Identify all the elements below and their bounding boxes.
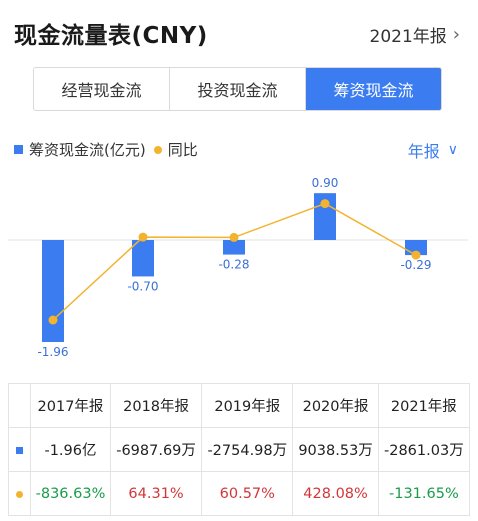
- table-header-cell: 2021年报: [377, 383, 471, 428]
- line-legend-marker: [153, 145, 162, 154]
- chart-svg: -1.96 -0.70 -0.28 0.90 -0.29: [8, 176, 468, 359]
- bar-data-label: 0.90: [312, 176, 339, 190]
- tab-financing-cashflow[interactable]: 筹资现金流: [306, 68, 441, 110]
- yoy-point: [320, 199, 330, 209]
- table-header-row: 2017年报 2018年报 2019年报 2020年报 2021年报: [8, 383, 471, 428]
- table-cell: 60.57%: [201, 471, 294, 516]
- bar-data-label: -0.28: [218, 258, 249, 272]
- table-cell: 428.08%: [292, 471, 379, 516]
- report-type-select[interactable]: 年报 ∨: [408, 138, 458, 162]
- period-label: 2021年报: [369, 27, 447, 47]
- tab-investing-cashflow[interactable]: 投资现金流: [170, 68, 306, 110]
- table-cell: 9038.53万: [292, 427, 379, 472]
- table-cell: -6987.69万: [109, 427, 203, 472]
- yoy-point: [48, 315, 58, 325]
- table-header-cell: 2020年报: [292, 383, 379, 428]
- bar-marker-icon: [16, 446, 23, 454]
- page-title: 现金流量表(CNY): [14, 23, 208, 49]
- line-legend-label: 同比: [167, 141, 198, 159]
- cashflow-tabs: 经营现金流 投资现金流 筹资现金流: [33, 67, 442, 111]
- line-marker-icon: [16, 490, 23, 498]
- table-header-cell: 2019年报: [201, 383, 294, 428]
- period-selector[interactable]: 2021年报 ›: [370, 22, 460, 47]
- chart-legend: 筹资现金流(亿元) 同比: [14, 139, 198, 160]
- bar-data-label: -1.96: [37, 345, 68, 359]
- cashflow-table: 2017年报 2018年报 2019年报 2020年报 2021年报 -1.96…: [8, 383, 471, 516]
- table-cell: -836.63%: [30, 471, 111, 516]
- table-row: -1.96亿 -6987.69万 -2754.98万 9038.53万 -286…: [8, 427, 471, 472]
- table-header-cell: 2018年报: [109, 383, 203, 428]
- yoy-point: [229, 232, 239, 242]
- header: 现金流量表(CNY) 2021年报 ›: [14, 14, 464, 50]
- bar-legend-marker: [14, 145, 23, 154]
- yoy-point: [138, 232, 148, 242]
- table-row: -836.63% 64.31% 60.57% 428.08% -131.65%: [8, 471, 471, 516]
- tab-operating-cashflow[interactable]: 经营现金流: [34, 68, 170, 110]
- bar-data-label: -0.70: [127, 279, 158, 293]
- bar-data-label: -0.29: [400, 258, 431, 272]
- table-cell: -131.65%: [377, 471, 471, 516]
- table-cell: -2754.98万: [201, 427, 294, 472]
- bar-legend-label: 筹资现金流(亿元): [29, 141, 146, 159]
- line-row-marker: [8, 471, 31, 516]
- chart-bar: [223, 240, 245, 255]
- chart-bar: [42, 240, 64, 342]
- financing-cashflow-chart: -1.96 -0.70 -0.28 0.90 -0.29: [0, 165, 478, 370]
- bar-row-marker: [8, 427, 31, 472]
- header-empty-cell: [8, 383, 31, 428]
- table-cell: -1.96亿: [30, 427, 111, 472]
- table-header-cell: 2017年报: [30, 383, 111, 428]
- chevron-right-icon: ›: [452, 24, 460, 45]
- table-cell: -2861.03万: [377, 427, 471, 472]
- report-type-label: 年报: [407, 142, 440, 161]
- yoy-point: [411, 250, 421, 260]
- table-cell: 64.31%: [109, 471, 203, 516]
- chart-bar: [132, 240, 154, 277]
- chevron-down-icon: ∨: [447, 142, 458, 158]
